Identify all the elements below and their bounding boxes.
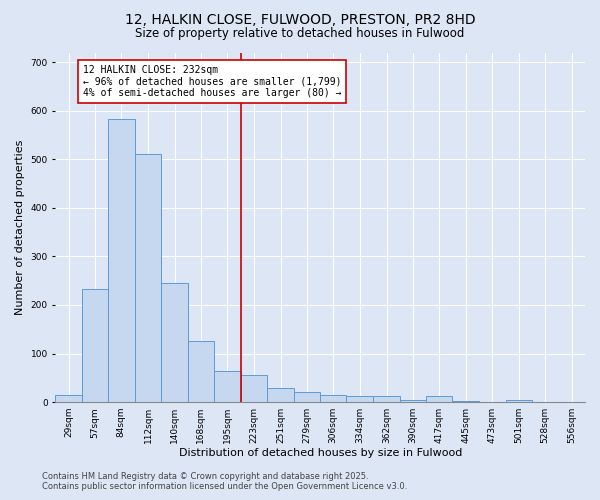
- Bar: [346, 396, 373, 402]
- Bar: [452, 400, 479, 402]
- Bar: [214, 370, 241, 402]
- Y-axis label: Number of detached properties: Number of detached properties: [15, 140, 25, 315]
- Bar: [55, 395, 82, 402]
- Bar: [82, 290, 108, 402]
- Bar: [267, 388, 294, 402]
- Bar: [400, 400, 425, 402]
- X-axis label: Distribution of detached houses by size in Fulwood: Distribution of detached houses by size …: [179, 448, 462, 458]
- Text: Size of property relative to detached houses in Fulwood: Size of property relative to detached ho…: [136, 28, 464, 40]
- Bar: [241, 376, 267, 402]
- Bar: [188, 342, 214, 402]
- Text: 12 HALKIN CLOSE: 232sqm
← 96% of detached houses are smaller (1,799)
4% of semi-: 12 HALKIN CLOSE: 232sqm ← 96% of detache…: [83, 64, 341, 98]
- Bar: [425, 396, 452, 402]
- Bar: [108, 118, 134, 402]
- Bar: [294, 392, 320, 402]
- Bar: [320, 395, 346, 402]
- Bar: [373, 396, 400, 402]
- Bar: [134, 154, 161, 402]
- Text: 12, HALKIN CLOSE, FULWOOD, PRESTON, PR2 8HD: 12, HALKIN CLOSE, FULWOOD, PRESTON, PR2 …: [125, 12, 475, 26]
- Bar: [161, 283, 188, 402]
- Text: Contains HM Land Registry data © Crown copyright and database right 2025.
Contai: Contains HM Land Registry data © Crown c…: [42, 472, 407, 491]
- Bar: [506, 400, 532, 402]
